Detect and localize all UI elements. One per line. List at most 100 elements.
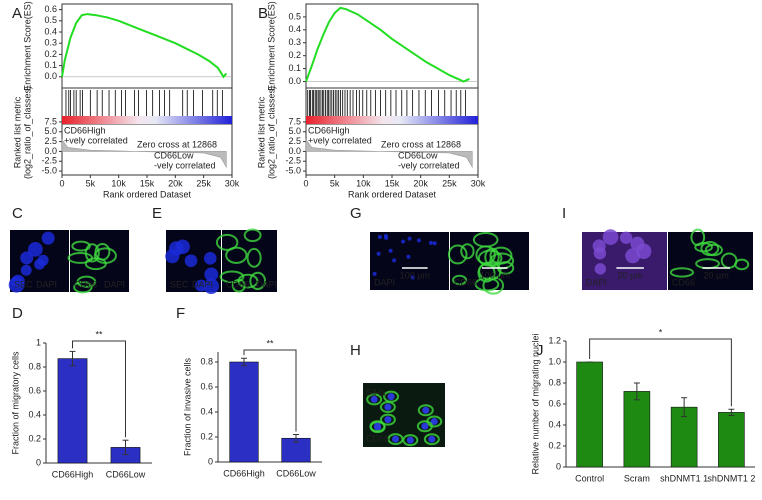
error-bar <box>633 382 640 401</box>
zero-cross: Zero cross at 12868 <box>381 139 461 149</box>
y-tick-label: 0.0 <box>44 71 57 81</box>
y-axis-title: Enrichment Score(ES) <box>266 1 276 91</box>
cell-stain <box>417 404 434 417</box>
nucleus <box>619 231 633 244</box>
metric-axis-title: (log2_ratio_of_classes) <box>266 86 276 179</box>
cell-stain <box>402 434 419 447</box>
y-tick-label: 0.2 <box>548 440 561 450</box>
cell-stain <box>478 261 502 281</box>
metric-tick-label: 7.5 <box>44 116 57 126</box>
cell-stain <box>76 275 97 288</box>
bar <box>670 406 698 468</box>
x-tick-label: 30k <box>225 178 240 188</box>
low-label: -vely correlated <box>154 160 216 170</box>
nucleus <box>421 422 429 430</box>
nucleus <box>28 242 43 257</box>
x-tick-label: shDNMT1 1 <box>660 473 708 483</box>
stain-label: CD66 <box>672 277 695 287</box>
zero-cross: Zero cross at 12868 <box>137 139 217 149</box>
x-tick-label: CD66Low <box>276 468 316 478</box>
y-tick-label: 0.5 <box>288 11 301 21</box>
y-tick-label: 0.3 <box>288 37 301 47</box>
scale-label: 100 µm <box>480 270 510 280</box>
cell-stain <box>704 243 723 257</box>
low-label: CD66Low <box>398 150 438 160</box>
cell-stain <box>249 271 267 291</box>
cell-stain <box>379 413 396 426</box>
stain-label: DAPI <box>374 277 395 287</box>
x-tick-label: shDNMT1 2 <box>707 473 755 483</box>
stain-label: DAPI <box>256 279 277 289</box>
nucleus <box>203 278 219 295</box>
high-label: +vely correlated <box>308 135 372 145</box>
x-tick-label: 10k <box>111 178 126 188</box>
panel-label: A <box>12 5 22 22</box>
nucleus <box>387 393 395 401</box>
cell-stain <box>246 247 262 268</box>
y-tick-label: 1 <box>36 337 41 347</box>
metric-axis-title: Ranked list metric <box>256 96 266 168</box>
nucleus <box>392 435 400 443</box>
cell-stain <box>423 433 440 446</box>
y-tick-label: 0.3 <box>44 38 57 48</box>
cell-stain <box>219 270 245 284</box>
metric-tick-label: 5.0 <box>288 126 301 136</box>
nucleus <box>8 276 25 293</box>
y-tick-label: 0.4 <box>548 419 561 429</box>
bar <box>623 391 651 468</box>
cell-stain <box>460 243 475 260</box>
cell-stain <box>416 420 433 433</box>
y-tick-label: 0.2 <box>44 49 57 59</box>
y-axis-title: Relative number of migrating nuclei <box>530 333 540 474</box>
panel-label: J <box>536 342 544 359</box>
cell-stain <box>366 393 383 406</box>
high-label: CD66High <box>64 125 106 135</box>
significance-bracket <box>589 338 732 407</box>
nucleus <box>169 241 184 256</box>
y-tick-label: 0.4 <box>288 24 301 34</box>
y-tick-label: 0.4 <box>44 26 57 36</box>
nucleus <box>406 436 414 444</box>
x-tick-label: 20k <box>168 178 183 188</box>
x-tick-label: 30k <box>471 178 486 188</box>
nucleus <box>432 241 437 246</box>
panel-label: C <box>12 205 23 222</box>
rank-gradient <box>62 116 232 124</box>
nucleus <box>184 254 198 268</box>
y-tick-label: 0.6 <box>28 385 41 395</box>
y-tick-label: 1.0 <box>548 356 561 366</box>
metric-tick-label: 2.5 <box>288 136 301 146</box>
x-tick-label: Scram <box>624 473 650 483</box>
cell-stain <box>694 242 713 253</box>
nucleus <box>37 254 49 266</box>
nucleus <box>384 403 392 411</box>
metric-tick-label: -5.0 <box>285 165 301 175</box>
nucleus <box>372 271 377 276</box>
cell-stain <box>73 281 93 294</box>
es-curve <box>61 13 228 79</box>
nucleus <box>594 263 607 275</box>
significance-bracket <box>72 340 126 438</box>
nucleus <box>416 238 421 243</box>
metric-area <box>61 138 227 169</box>
x-tick-label: 0 <box>59 178 64 188</box>
high-label: CD66High <box>308 125 350 135</box>
y-axis-title: Fraction of migratory cells <box>10 351 20 455</box>
cell-stain <box>93 247 117 264</box>
nucleus <box>401 239 406 244</box>
nucleus <box>388 248 393 253</box>
y-tick-label: 0.4 <box>28 409 41 419</box>
nucleus <box>203 252 217 265</box>
stain-label: CD66 <box>74 279 97 289</box>
significance: ** <box>95 329 103 339</box>
nucleus <box>41 231 55 245</box>
y-tick-label: 0 <box>556 461 561 471</box>
nucleus <box>383 234 388 239</box>
metric-tick-label: -2.5 <box>41 156 57 166</box>
x-tick-label: 5k <box>86 178 96 188</box>
x-tick-label: CD66High <box>52 469 94 479</box>
nucleus <box>373 422 381 430</box>
stain-label: DAPI <box>104 279 125 289</box>
x-tick-label: 15k <box>140 178 155 188</box>
significance: * <box>659 327 663 337</box>
